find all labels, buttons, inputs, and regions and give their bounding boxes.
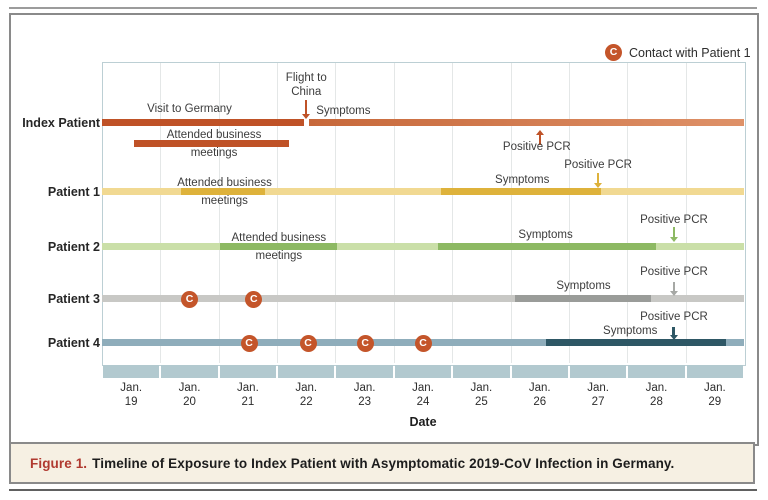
timeline-segment-patient3 (514, 295, 651, 302)
timeline-segment-patient1 (440, 188, 601, 195)
gridline (452, 63, 454, 363)
gridline (277, 63, 279, 363)
timeline-bar-index (309, 119, 744, 126)
annotation-label: Flight to (285, 72, 327, 84)
axis-tick-label: Jan. 21 (237, 382, 259, 408)
event-arrow-head (302, 114, 311, 119)
axis-band-segment (336, 365, 393, 378)
contact-marker: C (240, 334, 258, 352)
annotation-label: Symptoms (556, 280, 611, 292)
annotation-label: Visit to Germany (147, 103, 232, 115)
timeline-bar-patient1 (102, 188, 744, 195)
annotation-label: meetings (201, 195, 248, 207)
timeline-bar-patient3 (102, 295, 744, 302)
row-label-patient2: Patient 2 (47, 240, 100, 254)
axis-tick-label: Jan. 22 (295, 382, 318, 408)
row-label-patient4: Patient 4 (47, 336, 100, 350)
event-arrow-line (305, 100, 308, 115)
contact-marker: C (181, 290, 199, 308)
annotation-label: meetings (255, 250, 303, 262)
annotation-label: Symptoms (316, 105, 371, 117)
annotation-label: Attended business (166, 129, 262, 141)
axis-tick-label: Jan. 29 (703, 382, 726, 408)
axis-tick-label: Jan. 23 (353, 382, 376, 408)
event-arrow-line (672, 327, 676, 336)
axis-tick-label: Jan. 19 (120, 382, 143, 408)
event-arrow-line (672, 282, 675, 292)
gridline (568, 63, 570, 363)
timeline-segment-patient4 (545, 339, 727, 346)
axis-band-segment (511, 365, 568, 378)
axis-band-segment (394, 365, 452, 378)
legend-label: Contact with Patient 1 (629, 45, 751, 60)
annotation-label: Positive PCR (640, 311, 708, 323)
event-arrow-head (669, 291, 678, 296)
axis-band-segment (219, 365, 277, 378)
gridline (627, 63, 629, 363)
event-arrow-line (672, 227, 675, 238)
annotation-label: meetings (190, 147, 238, 159)
gridline (393, 63, 395, 363)
event-arrow-line (597, 173, 600, 184)
axis-band-segment (453, 365, 510, 378)
timeline-segment-patient2 (219, 243, 338, 250)
annotation-label: China (291, 86, 322, 98)
annotation-label: Symptoms (518, 229, 573, 241)
chart-panel: C Contact with Patient 1 Jan. 19 Jan. 20 Jan… (9, 13, 759, 446)
bottom-rule (9, 489, 757, 491)
event-arrow-line (538, 134, 541, 145)
event-arrow-head (669, 237, 678, 242)
figure-caption-text: Figure 1. Timeline of Exposure to Index P… (11, 456, 674, 471)
annotation-label: Symptoms (495, 174, 550, 186)
axis-band-segment (569, 365, 627, 378)
timeline-bar-patient2 (102, 243, 744, 250)
event-arrow-head (594, 183, 603, 188)
contact-marker: C (356, 334, 374, 352)
figure-number-label: Figure 1. (30, 455, 88, 471)
event-arrow-head (669, 335, 678, 340)
timeline-segment-index (134, 140, 289, 147)
axis-tick-label: Jan. 27 (587, 382, 609, 408)
top-rule (9, 7, 757, 9)
axis-band-segment (628, 365, 685, 378)
gridline (218, 63, 220, 363)
annotation-label: Positive PCR (640, 214, 708, 226)
axis-band-segment (686, 365, 743, 378)
gridline (685, 63, 687, 363)
legend: C Contact with Patient 1 (605, 44, 751, 61)
row-label-index: Index Patient (22, 116, 100, 130)
figure-caption-body: Timeline of Exposure to Index Patient wi… (92, 455, 675, 471)
contact-marker: C (299, 334, 317, 352)
annotation-label: Positive PCR (502, 141, 571, 153)
annotation-label: Positive PCR (640, 266, 708, 278)
gridline (335, 63, 337, 363)
axis-band-segment (161, 365, 218, 378)
timeline-segment-patient1 (180, 188, 266, 195)
axis-title: Date (409, 415, 437, 429)
axis-tick-label: Jan. 25 (470, 382, 493, 408)
contact-marker: C (245, 290, 263, 308)
axis-tick-label: Jan. 24 (412, 382, 434, 408)
row-label-patient1: Patient 1 (47, 185, 100, 199)
axis-tick-label: Jan. 26 (528, 382, 551, 408)
row-label-patient3: Patient 3 (47, 292, 100, 306)
axis-tick-label: Jan. 20 (178, 382, 201, 408)
timeline-segment-patient2 (437, 243, 657, 250)
gridline (160, 63, 162, 363)
axis-band-segment (278, 365, 335, 378)
timeline-bar-index (102, 119, 304, 126)
annotation-label: Positive PCR (564, 159, 632, 171)
figure-caption: Figure 1. Timeline of Exposure to Index P… (9, 442, 755, 484)
contact-legend-icon: C (605, 44, 622, 61)
annotation-label: Symptoms (603, 325, 658, 337)
axis-band-segment (103, 365, 160, 378)
contact-marker: C (414, 334, 432, 352)
annotation-label: Attended business (177, 177, 272, 189)
event-arrow-head (535, 130, 544, 135)
axis-tick-label: Jan. 28 (645, 382, 668, 408)
gridline (510, 63, 512, 363)
annotation-label: Attended business (231, 232, 327, 244)
